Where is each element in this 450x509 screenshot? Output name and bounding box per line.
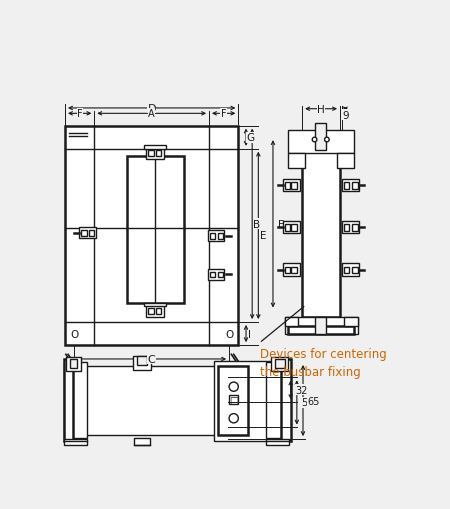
- Bar: [288, 153, 305, 168]
- Bar: [352, 183, 358, 189]
- Bar: [344, 267, 349, 274]
- Bar: [217, 234, 223, 239]
- Bar: [344, 183, 349, 189]
- Bar: [217, 272, 223, 278]
- Bar: [342, 180, 359, 192]
- Bar: [342, 222, 359, 234]
- Bar: [146, 305, 164, 317]
- Bar: [148, 150, 153, 156]
- Bar: [284, 267, 290, 274]
- Bar: [137, 356, 148, 365]
- Text: D: D: [148, 104, 156, 114]
- Bar: [266, 439, 289, 445]
- Text: O: O: [225, 330, 233, 340]
- Bar: [271, 358, 288, 372]
- Bar: [144, 303, 166, 306]
- Circle shape: [312, 138, 317, 143]
- Bar: [302, 152, 340, 317]
- Bar: [275, 359, 284, 369]
- Text: F: F: [77, 109, 82, 119]
- Text: I: I: [248, 329, 252, 339]
- Text: C: C: [148, 354, 156, 364]
- Bar: [214, 361, 271, 441]
- Bar: [63, 359, 73, 441]
- Bar: [63, 439, 87, 445]
- Bar: [127, 157, 184, 303]
- Bar: [146, 147, 164, 159]
- Text: Devices for centering
the busbar fixing: Devices for centering the busbar fixing: [260, 348, 387, 379]
- Bar: [156, 308, 161, 315]
- Bar: [315, 124, 326, 151]
- Bar: [66, 358, 81, 372]
- Bar: [281, 359, 291, 441]
- Text: □: □: [229, 395, 239, 405]
- Bar: [284, 317, 358, 334]
- Bar: [135, 438, 150, 445]
- Bar: [283, 180, 300, 192]
- Text: G: G: [247, 133, 255, 143]
- Text: E: E: [260, 231, 266, 241]
- Bar: [337, 153, 354, 168]
- Bar: [79, 228, 96, 239]
- Bar: [89, 231, 94, 236]
- Bar: [144, 146, 166, 150]
- Bar: [210, 272, 215, 278]
- Bar: [352, 225, 358, 232]
- Bar: [229, 395, 239, 405]
- Text: 50: 50: [302, 398, 314, 408]
- Circle shape: [229, 414, 239, 423]
- Bar: [288, 326, 354, 334]
- Bar: [292, 183, 297, 189]
- Text: 9: 9: [342, 110, 349, 121]
- Circle shape: [324, 138, 329, 143]
- Bar: [133, 356, 151, 370]
- Text: F: F: [221, 109, 226, 119]
- Bar: [65, 126, 238, 346]
- Bar: [70, 359, 77, 369]
- Text: A: A: [148, 109, 155, 119]
- Bar: [283, 222, 300, 234]
- Text: 65: 65: [308, 396, 320, 406]
- Bar: [266, 362, 289, 438]
- Bar: [284, 183, 290, 189]
- Text: H: H: [317, 104, 325, 115]
- Bar: [207, 231, 225, 242]
- Bar: [292, 225, 297, 232]
- Text: 32: 32: [295, 385, 308, 395]
- Bar: [315, 317, 326, 334]
- Text: E: E: [278, 220, 284, 230]
- Bar: [288, 130, 354, 153]
- Bar: [283, 264, 300, 276]
- Bar: [85, 373, 212, 430]
- Bar: [156, 150, 161, 156]
- Bar: [292, 267, 297, 274]
- Bar: [344, 317, 358, 326]
- Text: O: O: [230, 382, 237, 391]
- Text: B: B: [253, 219, 261, 230]
- Bar: [344, 225, 349, 232]
- Bar: [210, 234, 215, 239]
- Bar: [70, 366, 216, 435]
- Bar: [217, 366, 248, 435]
- Bar: [342, 264, 359, 276]
- Bar: [148, 308, 153, 315]
- Circle shape: [229, 382, 239, 391]
- Text: O: O: [70, 330, 78, 340]
- Bar: [63, 362, 87, 438]
- Bar: [284, 317, 298, 326]
- Bar: [284, 225, 290, 232]
- Bar: [352, 267, 358, 274]
- Bar: [81, 231, 87, 236]
- Bar: [207, 269, 225, 280]
- Text: O: O: [230, 414, 237, 423]
